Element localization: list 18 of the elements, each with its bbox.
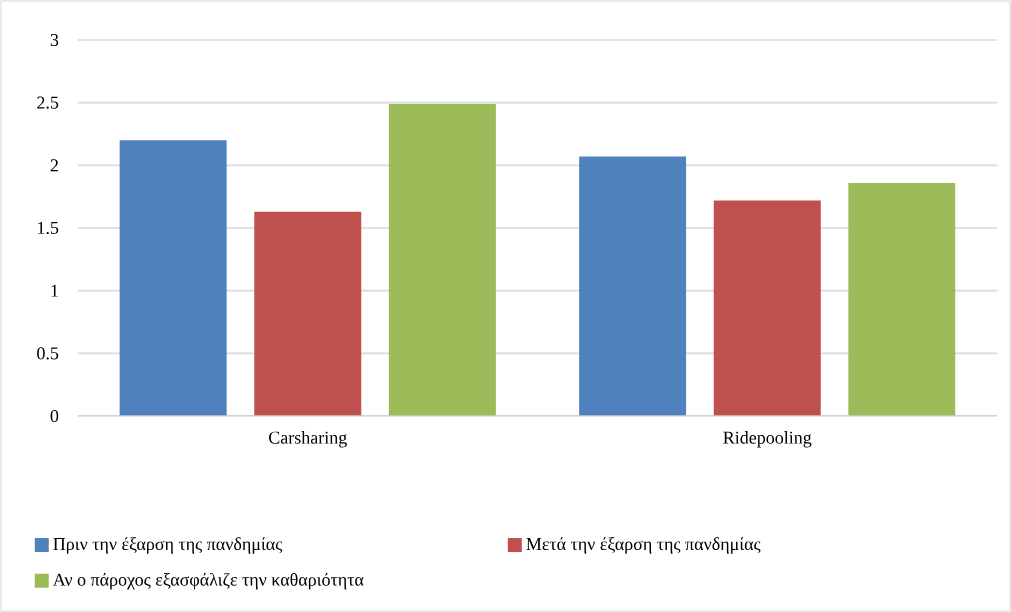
bar xyxy=(388,103,496,416)
bar xyxy=(848,182,956,416)
y-tick-label: 1.5 xyxy=(38,221,59,235)
bar xyxy=(119,140,227,416)
legend-label: Πριν την έξαρση της πανδημίας xyxy=(53,537,283,554)
y-tick-label: 0.5 xyxy=(37,347,59,360)
legend-label: Μετά την έξαρση της πανδημίας xyxy=(526,537,761,554)
y-tick-label: 1 xyxy=(51,284,58,297)
y-tick-label: 0 xyxy=(50,409,59,423)
y-tick-label: 2 xyxy=(50,159,58,172)
x-tick-label: Carsharing xyxy=(269,431,347,448)
bar xyxy=(579,156,687,416)
y-tick-label: 2.5 xyxy=(37,96,59,109)
bar xyxy=(713,200,821,416)
bar xyxy=(254,211,362,416)
y-tick-label: 3 xyxy=(50,33,59,47)
x-tick-label: Ridepooling xyxy=(723,431,812,448)
legend-label: Αν ο πάροχος εξασφάλιζε την καθαριότητα xyxy=(52,572,364,590)
